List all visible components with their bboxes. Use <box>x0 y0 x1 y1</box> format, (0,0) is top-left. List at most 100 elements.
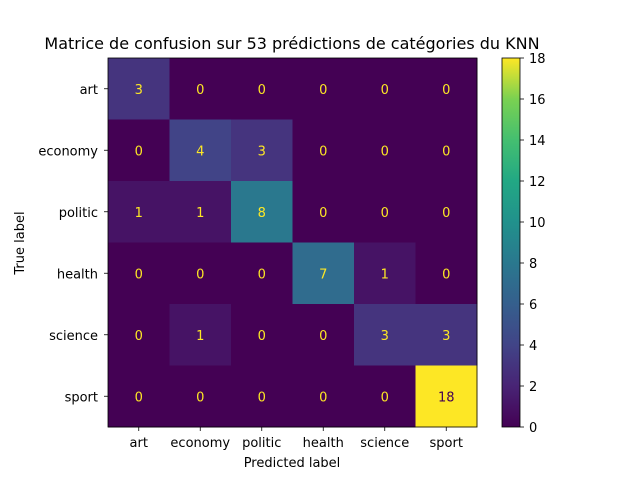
cell-value-label: 0 <box>319 329 327 344</box>
y-tick-label: science <box>49 329 98 344</box>
cell-value-label: 0 <box>381 144 389 159</box>
heatmap-cell <box>108 304 170 366</box>
heatmap-cell <box>108 181 170 243</box>
cell-value-label: 0 <box>196 267 204 282</box>
colorbar-tick-label: 12 <box>529 175 546 190</box>
heatmap-cell <box>108 242 170 305</box>
cell-value-label: 4 <box>196 144 204 159</box>
y-tick-label: politic <box>59 206 98 221</box>
x-tick-label: health <box>303 436 344 451</box>
cell-value-label: 0 <box>381 206 389 221</box>
cell-value-label: 18 <box>438 390 455 405</box>
heatmap-cell <box>415 58 478 120</box>
heatmap-cell <box>354 365 416 428</box>
cell-value-label: 0 <box>319 206 327 221</box>
heatmap-cell <box>292 181 355 243</box>
cell-value-label: 0 <box>319 83 327 98</box>
heatmap-cell <box>415 304 478 366</box>
cell-value-label: 0 <box>135 144 143 159</box>
colorbar-tick-label: 16 <box>529 93 546 108</box>
colorbar-tick-label: 2 <box>529 380 537 395</box>
y-tick-label: sport <box>65 390 98 405</box>
heatmap-cell <box>354 304 416 366</box>
colorbar-tick-label: 14 <box>529 134 546 149</box>
cell-value-label: 3 <box>442 329 450 344</box>
cell-value-label: 0 <box>442 206 450 221</box>
colorbar-tick-label: 0 <box>529 421 537 436</box>
x-tick-label: economy <box>170 436 230 451</box>
cell-value-label: 1 <box>135 206 143 221</box>
chart-title: Matrice de confusion sur 53 prédictions … <box>44 34 539 53</box>
cell-value-label: 1 <box>196 206 204 221</box>
heatmap-cell <box>169 242 232 305</box>
heatmap-cell <box>108 58 170 120</box>
y-axis-ticks: art economy politic health science sport <box>38 83 108 405</box>
heatmap-cell <box>292 304 355 366</box>
heatmap-cell <box>231 119 293 182</box>
heatmap-cell <box>415 181 478 243</box>
x-tick-label: politic <box>242 436 281 451</box>
cell-value-label: 0 <box>442 83 450 98</box>
cell-value-label: 3 <box>135 83 143 98</box>
heatmap-cell-labels: 3 0 0 0 0 00 4 3 0 0 01 1 8 0 0 00 0 0 7 1 00 1 0 0 3 30 0 0 0 0 18 <box>135 83 455 406</box>
cell-value-label: 3 <box>381 329 389 344</box>
cell-value-label: 0 <box>319 390 327 405</box>
cell-value-label: 0 <box>196 390 204 405</box>
heatmap-cell <box>415 119 478 182</box>
heatmap-cell <box>292 365 355 428</box>
cell-value-label: 0 <box>442 144 450 159</box>
heatmap-cell <box>292 242 355 305</box>
heatmap-cell <box>292 119 355 182</box>
x-tick-label: art <box>130 436 148 451</box>
x-axis-label: Predicted label <box>244 456 341 471</box>
heatmap-cell <box>169 181 232 243</box>
heatmap-cell <box>169 304 232 366</box>
colorbar <box>501 57 521 428</box>
heatmap-cell <box>231 365 293 428</box>
cell-value-label: 0 <box>135 267 143 282</box>
x-tick-label: science <box>360 436 409 451</box>
cell-value-label: 0 <box>135 390 143 405</box>
heatmap-cell <box>354 119 416 182</box>
colorbar-tick-label: 18 <box>529 52 546 67</box>
y-tick-label: art <box>80 83 98 98</box>
cell-value-label: 7 <box>319 267 327 282</box>
colorbar-tick-label: 10 <box>529 216 546 231</box>
colorbar-tick-label: 6 <box>529 298 537 313</box>
cell-value-label: 0 <box>258 329 266 344</box>
x-axis-ticks: art economy politic health science sport <box>130 427 463 451</box>
cell-value-label: 0 <box>381 83 389 98</box>
heatmap-cell <box>169 365 232 428</box>
colorbar-tick-label: 4 <box>529 339 537 354</box>
cell-value-label: 3 <box>258 144 266 159</box>
y-tick-label: economy <box>38 144 98 159</box>
heatmap-cell <box>415 242 478 305</box>
cell-value-label: 0 <box>258 390 266 405</box>
heatmap-cell <box>354 58 416 120</box>
cell-value-label: 0 <box>258 267 266 282</box>
cell-value-label: 0 <box>319 144 327 159</box>
heatmap-cell <box>231 304 293 366</box>
colorbar-tick-label: 8 <box>529 257 537 272</box>
cell-value-label: 0 <box>381 390 389 405</box>
heatmap-cell <box>231 58 293 120</box>
heatmap-cell <box>231 242 293 305</box>
heatmap-cell <box>169 119 232 182</box>
plot-frame <box>107 57 478 428</box>
cell-value-label: 8 <box>258 206 266 221</box>
heatmap-cell <box>108 119 170 182</box>
heatmap-cell <box>292 58 355 120</box>
cell-value-label: 1 <box>381 267 389 282</box>
cell-value-label: 0 <box>442 267 450 282</box>
heatmap-cell <box>354 181 416 243</box>
heatmap-cell <box>354 242 416 305</box>
heatmap-cell <box>169 58 232 120</box>
x-tick-label: sport <box>430 436 463 451</box>
cell-value-label: 0 <box>196 83 204 98</box>
y-axis-label: True label <box>13 211 28 275</box>
heatmap-cell <box>231 181 293 243</box>
cell-value-label: 0 <box>258 83 266 98</box>
heatmap-cell <box>108 365 170 428</box>
colorbar-ticks: 0 2 4 6 8 10 12 14 16 18 <box>520 52 546 436</box>
